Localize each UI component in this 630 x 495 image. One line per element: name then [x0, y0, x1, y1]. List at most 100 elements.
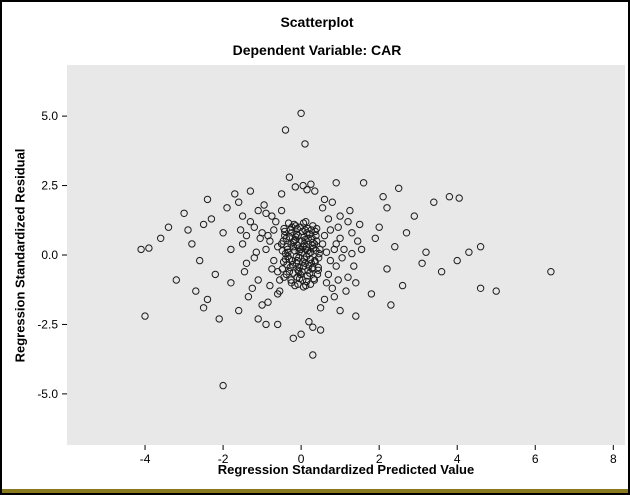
scatter-point: [219, 229, 227, 237]
scatter-point: [199, 304, 208, 312]
scatter-point: [297, 330, 305, 338]
scatter-point: [256, 234, 264, 243]
scatter-point: [379, 193, 387, 201]
scatter-point: [303, 272, 312, 280]
scatter-point: [282, 270, 290, 279]
scatter-point: [238, 212, 247, 220]
scatter-point: [316, 304, 325, 312]
y-tick-label: 0.0: [41, 248, 58, 262]
scatter-point: [281, 227, 289, 236]
scatter-point: [283, 245, 292, 254]
scatter-point: [391, 243, 399, 251]
scatter-point: [375, 223, 383, 231]
scatter-point: [301, 140, 309, 148]
scatter-point: [203, 195, 212, 204]
scatter-point: [306, 230, 314, 238]
scatter-point: [268, 265, 276, 273]
scatter-point: [302, 218, 310, 226]
scatter-point: [141, 312, 149, 320]
scatter-point: [260, 201, 268, 209]
scatter-point: [334, 276, 342, 284]
scatter-point: [383, 204, 391, 212]
scatter-point: [322, 248, 331, 256]
scatter-point: [284, 248, 292, 256]
scatter-point: [157, 234, 165, 243]
scatter-point: [330, 245, 338, 254]
scatter-point: [207, 215, 216, 223]
scatter-point: [288, 256, 297, 265]
scatter-point: [402, 229, 411, 237]
scatter-point: [344, 218, 352, 226]
scatter-point: [453, 256, 461, 265]
scatter-point: [313, 270, 322, 279]
scatter-point: [354, 237, 362, 245]
scatter-point: [227, 279, 235, 287]
scatter-point: [476, 284, 485, 292]
scatter-point: [250, 254, 259, 262]
scatter-point: [304, 266, 312, 274]
scatter-point: [332, 179, 340, 187]
scatter-point: [324, 270, 333, 279]
scatter-point: [285, 233, 294, 241]
scatter-point: [311, 258, 319, 266]
scatter-point: [336, 234, 344, 243]
scatter-point: [383, 265, 391, 273]
scatter-point: [318, 204, 327, 212]
window-bottom-edge: [2, 489, 628, 493]
scatter-point: [311, 187, 319, 195]
scatter-point: [277, 190, 286, 198]
scatter-point: [410, 212, 418, 220]
x-tick-label: 8: [610, 452, 617, 466]
scatter-point: [367, 290, 376, 298]
scatter-point: [274, 320, 282, 329]
scatter-point: [422, 248, 430, 256]
y-tick-label: 2.5: [41, 179, 58, 193]
scatter-point: [274, 243, 282, 251]
scatter-point: [465, 248, 473, 256]
scatter-point: [307, 180, 315, 188]
scatter-point: [287, 240, 295, 248]
scatter-point: [262, 245, 270, 254]
x-tick-label: 4: [454, 452, 461, 466]
x-axis-label: Regression Standardized Predicted Value: [217, 462, 475, 477]
scatter-point: [272, 218, 280, 226]
scatter-point: [330, 293, 338, 301]
scatter-point: [320, 295, 329, 304]
chart-title: Scatterplot: [280, 14, 354, 30]
scatter-point: [300, 255, 308, 263]
scatter-point: [281, 231, 289, 240]
scatter-point: [196, 256, 204, 265]
scatter-point: [301, 236, 309, 244]
scatter-point: [291, 281, 299, 290]
scatter-point: [398, 281, 407, 290]
x-tick-label: 2: [376, 452, 383, 466]
scatter-point: [254, 206, 262, 215]
scatter-point: [266, 281, 274, 290]
x-tick-label: 0: [298, 452, 305, 466]
scatter-point: [296, 245, 304, 254]
scatter-point: [279, 237, 287, 245]
scatter-point: [350, 262, 358, 270]
scatter-point: [299, 227, 307, 236]
scatter-point: [334, 223, 342, 231]
scatter-point: [276, 287, 284, 295]
scatter-point: [164, 223, 173, 231]
scatter-point: [244, 293, 253, 301]
scatter-point: [356, 220, 364, 229]
scatter-point: [305, 262, 313, 270]
scatter-point: [307, 226, 315, 234]
scatter-point: [238, 240, 247, 248]
scatter-point: [246, 218, 255, 226]
scatter-point: [223, 204, 231, 212]
scatter-point: [352, 312, 360, 320]
scatter-point: [242, 231, 251, 240]
scatter-point: [336, 306, 344, 315]
scatter-point: [276, 276, 284, 284]
scatter-point: [344, 273, 352, 281]
scatter-point: [287, 276, 295, 284]
scatter-point: [309, 351, 317, 359]
scatter-point: [342, 287, 350, 295]
scatter-point: [455, 194, 463, 202]
scatter-point: [305, 318, 313, 326]
